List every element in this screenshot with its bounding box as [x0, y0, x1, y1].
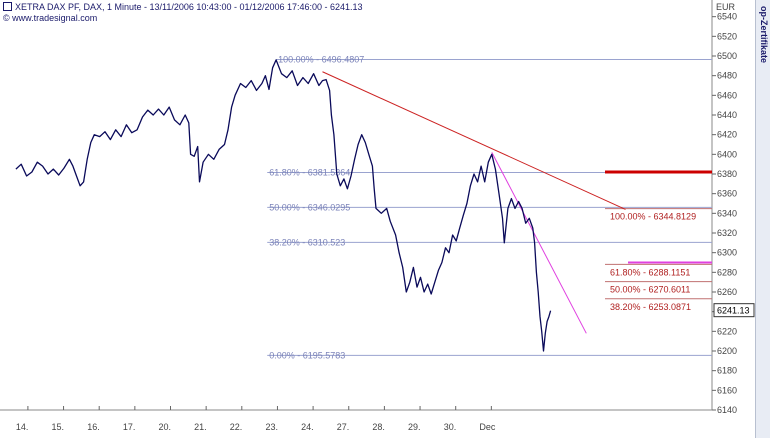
x-tick-label: 14. — [16, 422, 29, 432]
x-tick-label: 20. — [159, 422, 172, 432]
x-tick-label: 21. — [194, 422, 207, 432]
trendline-magenta — [491, 152, 587, 334]
y-tick-label: 6520 — [717, 31, 737, 41]
y-tick-label: 6340 — [717, 208, 737, 218]
chart-title: XETRA DAX PF, DAX, 1 Minute - 13/11/2006… — [3, 2, 363, 12]
price-line — [15, 59, 552, 352]
source-label: © www.tradesignal.com — [3, 13, 97, 23]
copyright-icon: © — [3, 13, 10, 23]
x-tick-label: Dec — [479, 422, 496, 432]
x-tick-label: 28. — [372, 422, 385, 432]
y-axis-unit-label: EUR — [716, 2, 736, 12]
y-tick-label: 6480 — [717, 71, 737, 81]
fib-projection-label: 100.00% - 6344.8129 — [610, 212, 696, 222]
x-tick-label: 24. — [301, 422, 314, 432]
title-text: XETRA DAX PF, DAX, 1 Minute - 13/11/2006… — [15, 2, 363, 12]
y-tick-label: 6260 — [717, 287, 737, 297]
y-tick-label: 6280 — [717, 267, 737, 277]
x-tick-label: 22. — [230, 422, 243, 432]
fib-level-label: 0.00% - 6195.5783 — [269, 350, 345, 360]
y-tick-label: 6200 — [717, 346, 737, 356]
y-tick-label: 6180 — [717, 366, 737, 376]
side-panel[interactable]: op-Zertifikate — [755, 0, 770, 438]
y-tick-label: 6160 — [717, 385, 737, 395]
fib-level-label: 61.80% - 6381.5364 — [269, 167, 350, 177]
y-tick-label: 6540 — [717, 12, 737, 22]
x-tick-label: 23. — [265, 422, 278, 432]
fib-projection-label: 38.20% - 6253.0871 — [610, 302, 691, 312]
x-tick-label: 27. — [337, 422, 350, 432]
x-tick-label: 29. — [408, 422, 421, 432]
y-tick-label: 6140 — [717, 405, 737, 415]
x-tick-label: 16. — [87, 422, 100, 432]
y-tick-label: 6320 — [717, 228, 737, 238]
x-tick-label: 30. — [444, 422, 457, 432]
y-tick-label: 6440 — [717, 110, 737, 120]
y-tick-label: 6360 — [717, 189, 737, 199]
fib-projection-label: 50.00% - 6270.6011 — [610, 285, 690, 295]
fib-level-label: 50.00% - 6346.0295 — [269, 202, 350, 212]
y-tick-label: 6380 — [717, 169, 737, 179]
y-tick-label: 6220 — [717, 326, 737, 336]
fib-level-label: 38.20% - 6310.523 — [269, 237, 345, 247]
y-tick-label: 6300 — [717, 248, 737, 258]
y-tick-label: 6400 — [717, 149, 737, 159]
fib-level-label: 100.00% - 6496.4807 — [278, 54, 364, 64]
last-price-label: 6241.13 — [717, 306, 750, 316]
x-tick-label: 15. — [52, 422, 65, 432]
source-text: www.tradesignal.com — [12, 13, 98, 23]
y-tick-label: 6460 — [717, 90, 737, 100]
x-tick-label: 17. — [123, 422, 136, 432]
trendline-red — [322, 71, 626, 210]
last-price-box — [713, 303, 755, 318]
y-tick-label: 6420 — [717, 130, 737, 140]
fib-projection-label: 61.80% - 6288.1151 — [610, 267, 690, 277]
side-panel-label: op-Zertifikate — [759, 6, 769, 64]
title-icon — [3, 2, 12, 11]
y-tick-label: 6500 — [717, 51, 737, 61]
